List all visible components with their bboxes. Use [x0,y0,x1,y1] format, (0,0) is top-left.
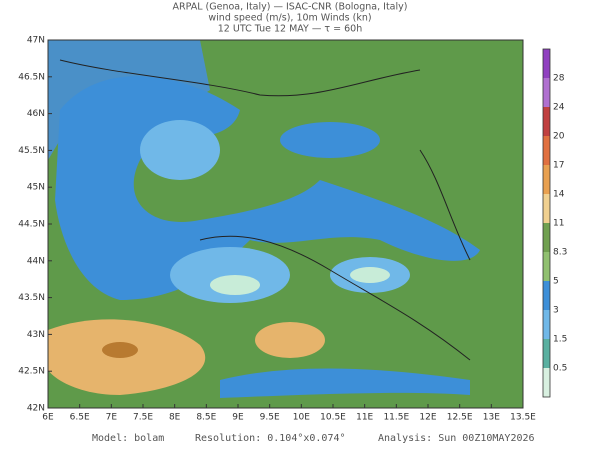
lat-label: 47N [27,36,45,46]
wind-zone [140,120,220,180]
colorbar-label: 3 [553,306,559,316]
lat-label: 43.5N [18,293,45,303]
lat-label: 46.5N [18,72,45,82]
axis-labels: 47N 46.5N 46N 45.5N 45N 44.5N 44N 43.5N 43N 42.5N… [18,36,536,423]
colorbar-label: 14 [553,190,565,200]
colorbar-band [543,339,550,368]
lat-label: 45.5N [18,146,45,156]
colorbar: 28 24 20 17 14 11 8.3 5 3 1.5 0.5 [542,48,567,398]
lat-label: 44.5N [18,220,45,230]
colorbar-band [543,194,550,223]
colorbar-band [543,252,550,281]
lon-label: 7.5E [133,413,153,423]
lon-label: 10E [293,413,310,423]
wind-zone [220,368,470,398]
colorbar-label: 5 [553,277,559,287]
colorbar-band [543,49,550,78]
colorbar-band [543,368,550,397]
lat-label: 46N [27,109,45,119]
colorbar-band [543,223,550,252]
colorbar-frame [542,48,551,398]
header-line: ARPAL (Genoa, Italy) — ISAC-CNR (Bologna… [173,2,408,13]
lon-label: 12E [419,413,436,423]
lon-label: 8.5E [196,413,216,423]
lon-label: 9.5E [260,413,280,423]
colorbar-label: 8.3 [553,248,567,258]
coastline [59,59,471,361]
lon-label: 6E [42,413,54,423]
wind-zone [102,342,138,358]
lat-label: 44N [27,256,45,266]
lon-label: 11E [356,413,373,423]
colorbar-label: 0.5 [553,364,567,374]
colorbar-band [543,310,550,339]
lat-label: 42.5N [18,367,45,377]
colorbar-label: 20 [553,132,565,142]
lon-label: 10.5E [320,413,346,423]
colorbar-label: 28 [553,74,565,84]
wind-field [48,40,523,408]
lon-label: 13.5E [510,413,536,423]
colorbar-label: 17 [553,161,564,171]
lon-label: 8E [169,413,181,423]
lon-label: 7E [106,413,118,423]
header-line: 12 UTC Tue 12 MAY — τ = 60h [218,24,362,35]
wind-zone [350,267,390,283]
colorbar-band [543,165,550,194]
footer-analysis: Analysis: Sun 00Z10MAY2026 [378,433,535,444]
wind-zone [210,275,260,295]
colorbar-band [543,136,550,165]
colorbar-band [543,78,550,107]
colorbar-band [543,107,550,136]
lat-label: 45N [27,183,45,193]
wind-zone [280,122,380,158]
colorbar-label: 1.5 [553,335,567,345]
footer-resolution: Resolution: 0.104°x0.074° [195,433,346,444]
lat-label: 42N [27,404,45,414]
lon-label: 6.5E [70,413,90,423]
lon-label: 11.5E [383,413,409,423]
wind-zone [255,322,325,358]
footer-model: Model: bolam [92,433,164,444]
wind-zone [170,247,290,303]
lon-label: 12.5E [447,413,473,423]
colorbar-label: 11 [553,219,564,229]
header-line: wind speed (m/s), 10m Winds (kn) [208,13,371,24]
lat-label: 43N [27,330,45,340]
lon-label: 13E [483,413,500,423]
colorbar-label: 24 [553,103,565,113]
lon-label: 9E [232,413,244,423]
colorbar-band [543,281,550,310]
